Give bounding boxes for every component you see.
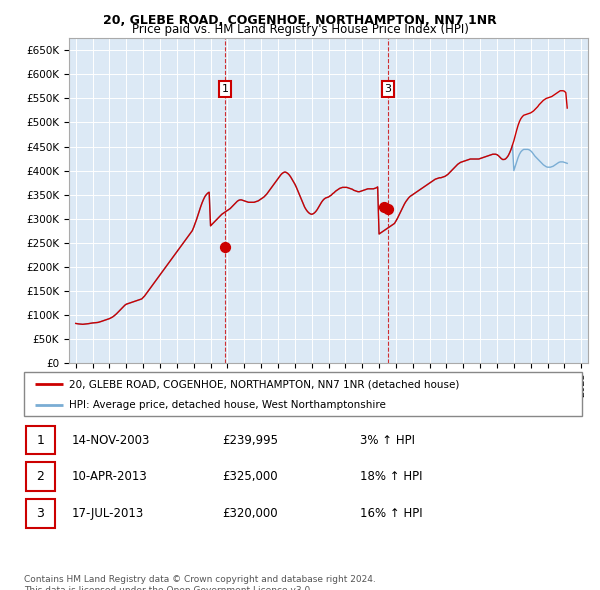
Text: 20, GLEBE ROAD, COGENHOE, NORTHAMPTON, NN7 1NR: 20, GLEBE ROAD, COGENHOE, NORTHAMPTON, N… [103, 14, 497, 27]
Text: 17-JUL-2013: 17-JUL-2013 [72, 507, 144, 520]
FancyBboxPatch shape [26, 499, 55, 527]
Text: £325,000: £325,000 [222, 470, 278, 483]
Text: 1: 1 [37, 434, 44, 447]
Text: 18% ↑ HPI: 18% ↑ HPI [360, 470, 422, 483]
Text: 2: 2 [37, 470, 44, 483]
Point [220, 242, 230, 252]
Text: £320,000: £320,000 [222, 507, 278, 520]
Text: 16% ↑ HPI: 16% ↑ HPI [360, 507, 422, 520]
Text: 14-NOV-2003: 14-NOV-2003 [72, 434, 151, 447]
FancyBboxPatch shape [26, 463, 55, 491]
Text: 3: 3 [385, 84, 392, 94]
Text: 20, GLEBE ROAD, COGENHOE, NORTHAMPTON, NN7 1NR (detached house): 20, GLEBE ROAD, COGENHOE, NORTHAMPTON, N… [68, 379, 459, 389]
Text: HPI: Average price, detached house, West Northamptonshire: HPI: Average price, detached house, West… [68, 400, 386, 410]
FancyBboxPatch shape [24, 372, 582, 416]
FancyBboxPatch shape [26, 426, 55, 454]
Text: Price paid vs. HM Land Registry's House Price Index (HPI): Price paid vs. HM Land Registry's House … [131, 23, 469, 36]
Text: 1: 1 [222, 84, 229, 94]
Point [379, 202, 388, 211]
Text: £239,995: £239,995 [222, 434, 278, 447]
Text: Contains HM Land Registry data © Crown copyright and database right 2024.
This d: Contains HM Land Registry data © Crown c… [24, 575, 376, 590]
Text: 3% ↑ HPI: 3% ↑ HPI [360, 434, 415, 447]
Text: 10-APR-2013: 10-APR-2013 [72, 470, 148, 483]
Point [383, 204, 393, 214]
Text: 3: 3 [37, 507, 44, 520]
